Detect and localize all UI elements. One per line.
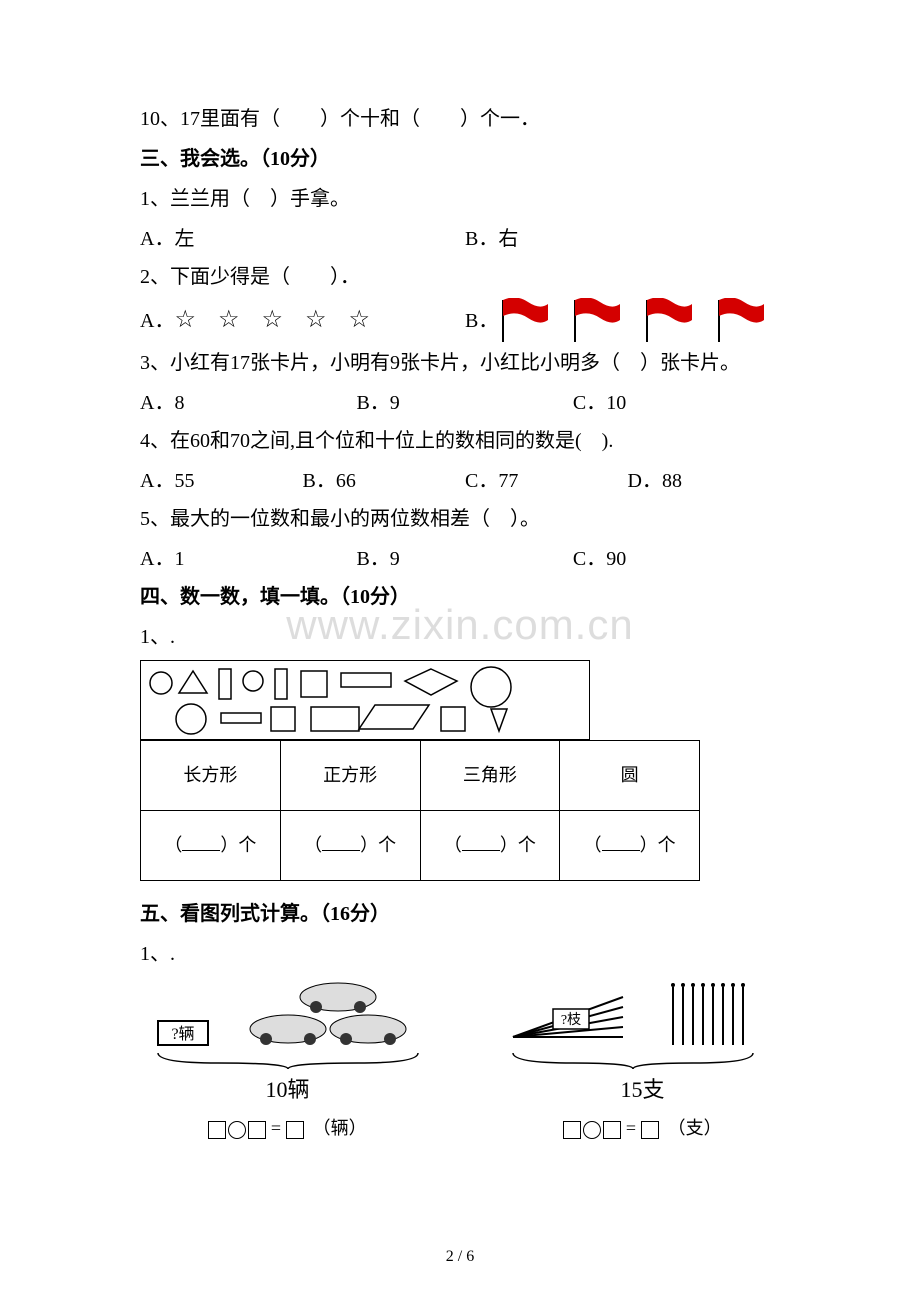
s3-q1-optA: A．左 (140, 220, 465, 258)
s3-q4-optD: D．88 (628, 462, 791, 500)
s5-left: ?辆 10辆 = （辆） (140, 979, 435, 1145)
s3-q2-optA-label: A． (140, 302, 174, 340)
cell-circle: （）个 (560, 811, 700, 881)
s3-q5-optA: A．1 (140, 540, 356, 578)
s5-q1: 1、. (140, 935, 790, 973)
flag-group (498, 298, 766, 344)
section5-title: 五、看图列式计算。（16分） (140, 895, 790, 933)
svg-text:?枝: ?枝 (560, 1012, 580, 1028)
flag-icon (498, 298, 550, 344)
cars-svg: ?辆 (148, 979, 428, 1069)
right-total: 15支 (495, 1069, 790, 1111)
sticks-svg: ?枝 (503, 979, 783, 1069)
s3-q4-optC: C．77 (465, 462, 628, 500)
right-eq: = （支） (495, 1111, 790, 1145)
s3-q3-optC: C．10 (573, 384, 789, 422)
th-rect: 长方形 (141, 741, 281, 811)
s3-q3-options: A．8 B．9 C．10 (140, 384, 790, 422)
s3-q5-options: A．1 B．9 C．90 (140, 540, 790, 578)
svg-text:?辆: ?辆 (171, 1025, 194, 1043)
s3-q2-optB-label: B． (465, 302, 498, 340)
s3-q5: 5、最大的一位数和最小的两位数相差（ ）。 (140, 500, 790, 538)
flag-icon (570, 298, 622, 344)
s3-q4-optB: B．66 (303, 462, 466, 500)
cell-rect: （）个 (141, 811, 281, 881)
flag-icon (642, 298, 694, 344)
s3-q3-optA: A．8 (140, 384, 356, 422)
s3-q2-options: A． ☆ ☆ ☆ ☆ ☆ B． (140, 298, 790, 344)
page-number: 2 / 6 (0, 1242, 920, 1272)
section4-title: 四、数一数，填一填。（10分） (140, 578, 790, 616)
s3-q1-optB: B．右 (465, 220, 790, 258)
s3-q3: 3、小红有17张卡片，小明有9张卡片，小红比小明多（ ）张卡片。 (140, 344, 790, 382)
s5-right: ?枝 15 (495, 979, 790, 1145)
th-square: 正方形 (280, 741, 420, 811)
s3-q4: 4、在60和70之间,且个位和十位上的数相同的数是( ). (140, 422, 790, 460)
s5-pictures: ?辆 10辆 = （辆） (140, 979, 790, 1145)
s3-q1: 1、兰兰用（ ）手拿。 (140, 180, 790, 218)
q2-10: 10、17里面有（ ）个十和（ ）个一． (140, 100, 790, 138)
s3-q4-optA: A．55 (140, 462, 303, 500)
shapes-svg (141, 661, 589, 739)
s3-q2-stars: ☆ ☆ ☆ ☆ ☆ (174, 298, 378, 344)
th-circle: 圆 (560, 741, 700, 811)
s3-q1-options: A．左 B．右 (140, 220, 790, 258)
section3-title: 三、我会选。（10分） (140, 140, 790, 178)
s3-q5-optB: B．9 (356, 540, 572, 578)
s3-q4-options: A．55 B．66 C．77 D．88 (140, 462, 790, 500)
cell-triangle: （）个 (420, 811, 560, 881)
s3-q5-optC: C．90 (573, 540, 789, 578)
table-row: （）个 （）个 （）个 （）个 (141, 811, 700, 881)
left-eq: = （辆） (140, 1111, 435, 1145)
left-total: 10辆 (140, 1069, 435, 1111)
shapes-box (140, 660, 590, 740)
s4-q1: 1、. (140, 618, 790, 656)
shape-table: 长方形 正方形 三角形 圆 （）个 （）个 （）个 （）个 (140, 740, 700, 881)
flag-icon (714, 298, 766, 344)
page-content: 10、17里面有（ ）个十和（ ）个一． 三、我会选。（10分） 1、兰兰用（ … (140, 100, 790, 1145)
s3-q3-optB: B．9 (356, 384, 572, 422)
s3-q2: 2、下面少得是（ ）． (140, 258, 790, 296)
th-triangle: 三角形 (420, 741, 560, 811)
table-row: 长方形 正方形 三角形 圆 (141, 741, 700, 811)
cell-square: （）个 (280, 811, 420, 881)
